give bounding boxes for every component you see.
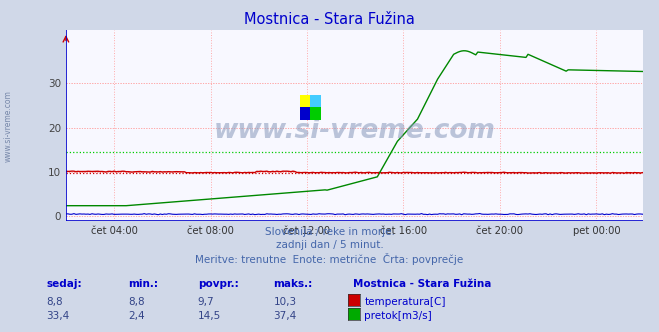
Text: Meritve: trenutne  Enote: metrične  Črta: povprečje: Meritve: trenutne Enote: metrične Črta: … <box>195 253 464 265</box>
Text: 8,8: 8,8 <box>129 297 145 307</box>
Text: maks.:: maks.: <box>273 279 313 289</box>
Text: www.si-vreme.com: www.si-vreme.com <box>3 90 13 162</box>
Text: temperatura[C]: temperatura[C] <box>364 297 446 307</box>
Text: pretok[m3/s]: pretok[m3/s] <box>364 311 432 321</box>
Text: Slovenija / reke in morje.: Slovenija / reke in morje. <box>264 227 395 237</box>
Text: 10,3: 10,3 <box>273 297 297 307</box>
Text: zadnji dan / 5 minut.: zadnji dan / 5 minut. <box>275 240 384 250</box>
Text: www.si-vreme.com: www.si-vreme.com <box>214 118 495 144</box>
Text: 2,4: 2,4 <box>129 311 145 321</box>
Text: 9,7: 9,7 <box>198 297 214 307</box>
Text: Mostnica - Stara Fužina: Mostnica - Stara Fužina <box>244 12 415 27</box>
Text: 8,8: 8,8 <box>46 297 63 307</box>
Text: Mostnica - Stara Fužina: Mostnica - Stara Fužina <box>353 279 491 289</box>
Text: 37,4: 37,4 <box>273 311 297 321</box>
Text: 33,4: 33,4 <box>46 311 69 321</box>
Text: sedaj:: sedaj: <box>46 279 82 289</box>
Text: min.:: min.: <box>129 279 159 289</box>
Text: 14,5: 14,5 <box>198 311 221 321</box>
Text: povpr.:: povpr.: <box>198 279 239 289</box>
